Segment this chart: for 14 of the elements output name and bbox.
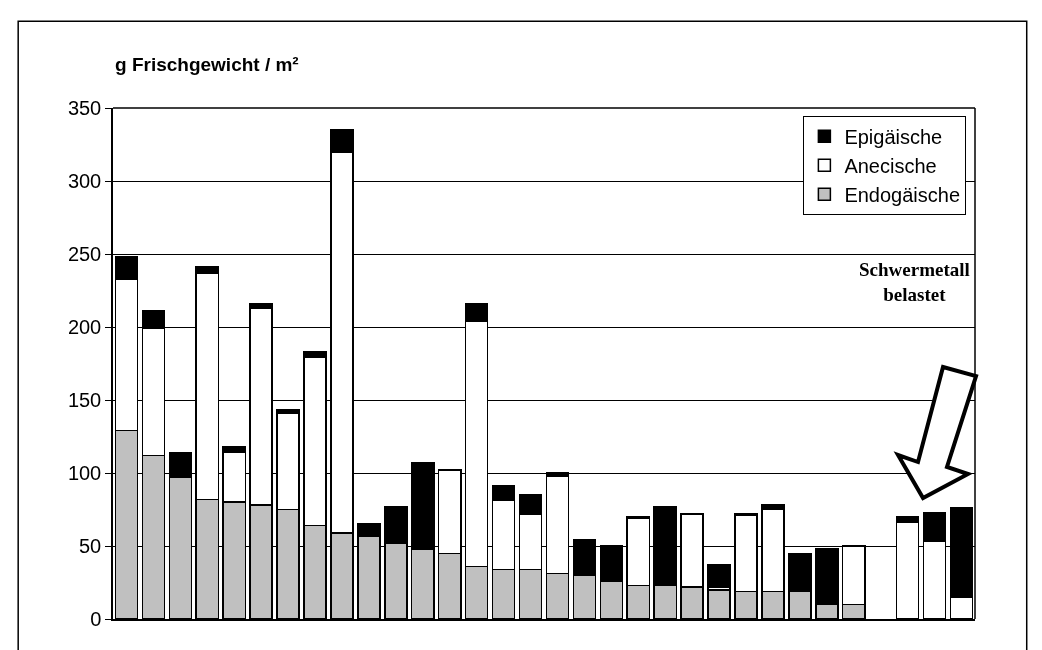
bar	[707, 564, 731, 588]
y-tick-label: 50	[79, 535, 102, 557]
y-tick-label: 250	[67, 243, 102, 265]
legend-label: Endogäische	[844, 183, 961, 206]
y-tick-label: 100	[67, 462, 102, 484]
y-axis-title: g Frischgewicht / m²	[115, 54, 299, 75]
annotation: Schwermetall belastet	[859, 259, 970, 305]
legend-label: Epigäische	[844, 125, 943, 148]
y-tick-label: 200	[67, 316, 102, 338]
y-tick-label: 0	[90, 608, 102, 630]
legend-label: Anecische	[844, 154, 937, 177]
y-tick-label: 150	[67, 389, 102, 411]
y-tick-label: 300	[67, 170, 102, 192]
y-tick-label: 350	[67, 97, 102, 119]
